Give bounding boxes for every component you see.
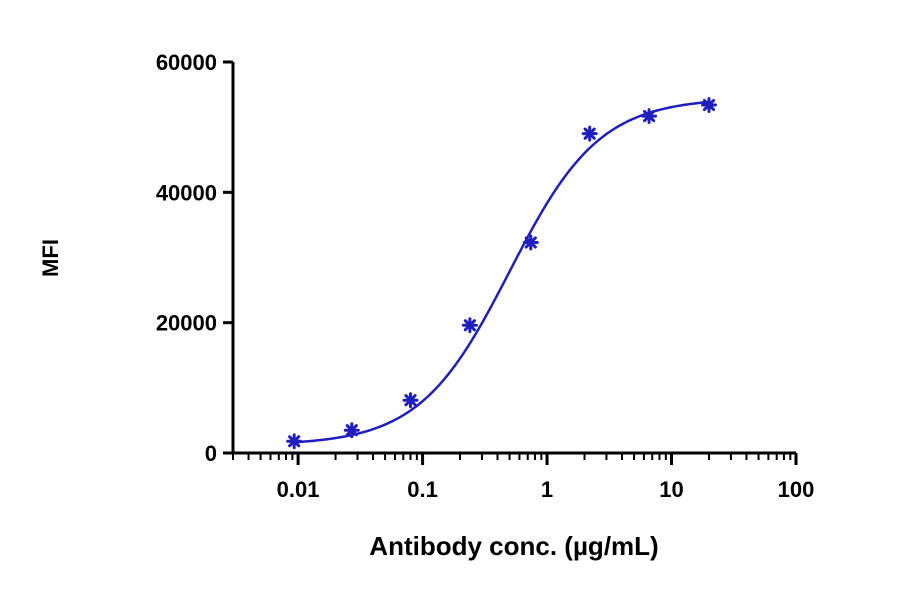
- fit-curve: [294, 100, 710, 444]
- x-ticks: 0.01 0.1 1 10 100: [277, 453, 815, 502]
- x-minor-ticks: [232, 453, 792, 460]
- y-ticks: 0 20000 40000 60000: [156, 50, 233, 466]
- data-point: [641, 108, 658, 125]
- data-point: [343, 422, 360, 439]
- x-tick-label: 0.1: [407, 477, 438, 502]
- y-tick-label: 0: [205, 441, 217, 466]
- data-point: [522, 234, 539, 251]
- data-point: [700, 97, 717, 114]
- data-point: [581, 125, 598, 142]
- y-tick-label: 60000: [156, 50, 217, 75]
- axes: [231, 62, 796, 455]
- data-point: [402, 392, 419, 409]
- x-tick-label: 1: [541, 477, 553, 502]
- x-tick-label: 10: [659, 477, 683, 502]
- data-point: [286, 433, 303, 450]
- y-tick-label: 40000: [156, 180, 217, 205]
- y-tick-label: 20000: [156, 311, 217, 336]
- x-tick-label: 100: [778, 477, 815, 502]
- y-axis-title: MFI: [38, 239, 63, 277]
- data-point: [461, 317, 478, 334]
- x-axis-title: Antibody conc. (µg/mL): [369, 531, 658, 561]
- x-tick-label: 0.01: [277, 477, 320, 502]
- data-points: [286, 97, 717, 450]
